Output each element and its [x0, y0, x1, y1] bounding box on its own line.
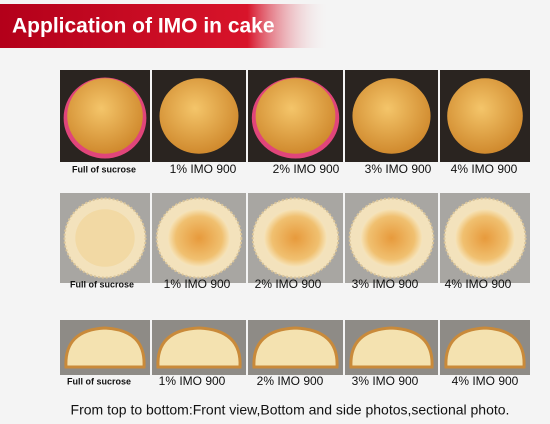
- title: Application of IMO in cake: [12, 15, 275, 38]
- photo-label: 2% IMO 900: [273, 162, 340, 176]
- caption: From top to bottom:Front view,Bottom and…: [71, 402, 510, 418]
- cake-top: [255, 78, 336, 154]
- cake-top: [447, 78, 523, 154]
- cake-top: [159, 78, 239, 154]
- cake-section: [156, 326, 242, 369]
- photo-label: Full of sucrose: [72, 164, 136, 174]
- photo-label: 1% IMO 900: [159, 374, 226, 388]
- photo-label: 3% IMO 900: [352, 374, 419, 388]
- photo-label: 1% IMO 900: [164, 277, 231, 291]
- photos: [60, 70, 530, 375]
- photo-label: 4% IMO 900: [452, 374, 519, 388]
- cake-bottom: [75, 209, 135, 267]
- cake-section: [444, 326, 526, 369]
- photo-label: Full of sucrose: [67, 376, 131, 386]
- photo-label: 2% IMO 900: [255, 277, 322, 291]
- cake-top: [67, 78, 143, 154]
- photo-label: Full of sucrose: [70, 279, 134, 289]
- cake-bottom: [455, 209, 515, 267]
- cake-bottom: [167, 209, 231, 267]
- cake-section: [64, 326, 146, 369]
- photo-label: 3% IMO 900: [352, 277, 419, 291]
- photo-label: 4% IMO 900: [445, 277, 512, 291]
- photo-label: 2% IMO 900: [257, 374, 324, 388]
- photo-label: 4% IMO 900: [451, 162, 518, 176]
- cake-section: [349, 326, 434, 369]
- photo-label: 3% IMO 900: [365, 162, 432, 176]
- cake-section: [252, 326, 339, 369]
- cake-top: [352, 78, 431, 154]
- title-bar: [0, 4, 330, 48]
- cake-bottom: [360, 209, 423, 267]
- photo-label: 1% IMO 900: [170, 162, 237, 176]
- cake-bottom: [264, 209, 327, 267]
